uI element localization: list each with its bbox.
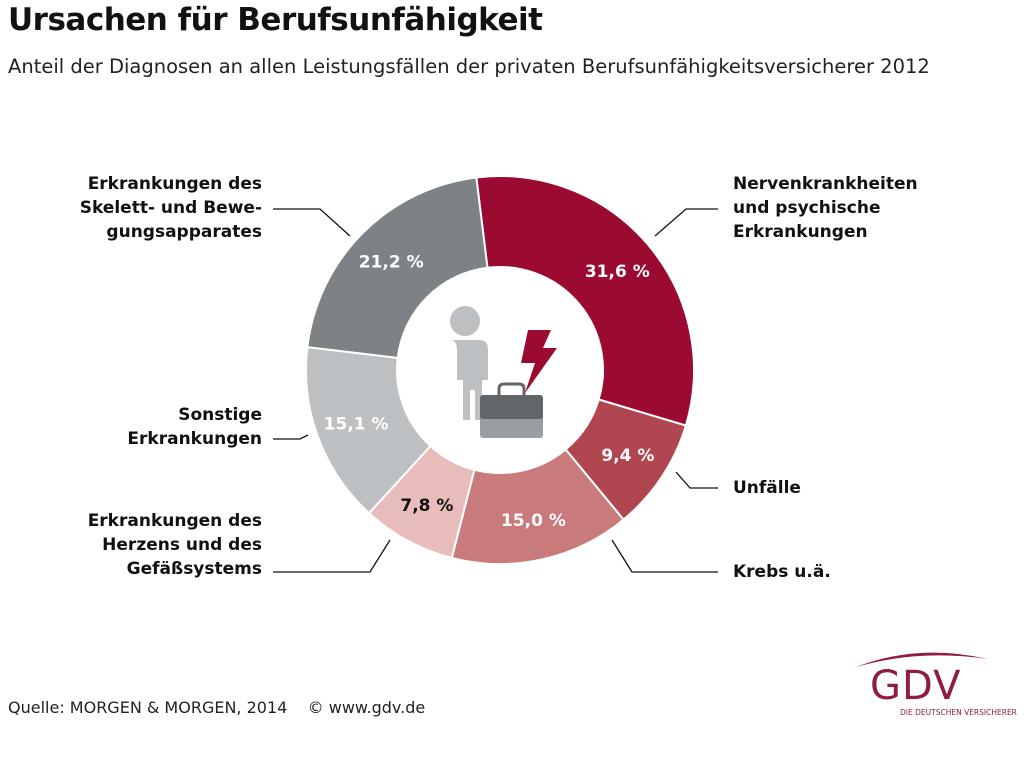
label-nervenkrankheiten: Nervenkrankheiten und psychische Erkrankun…	[733, 174, 918, 242]
label-unfaelle: Unfälle	[733, 478, 801, 498]
source-note: Quelle: MORGEN & MORGEN, 2014 © www.gdv.…	[8, 698, 426, 717]
donut-slice	[475, 175, 695, 427]
slice-value-label: 15,0 %	[501, 511, 566, 531]
slice-value-label: 7,8 %	[400, 496, 453, 516]
label-sonstige: Sonstige Erkrankungen	[127, 405, 262, 449]
label-herz: Erkrankungen des Herzens und des Gefäßsyst…	[87, 511, 262, 579]
slice-value-label: 21,2 %	[359, 253, 424, 273]
leader-lines	[273, 208, 718, 573]
gdv-logo[interactable]: GDV DIE DEUTSCHEN VERSICHERER	[848, 645, 1018, 720]
donut-slice	[306, 176, 489, 359]
slice-value-label: 15,1 %	[324, 414, 389, 434]
subtitle: Anteil der Diagnosen an allen Leistungsf…	[8, 55, 930, 78]
person-briefcase-lightning-icon	[450, 306, 557, 438]
slice-value-label: 31,6 %	[585, 262, 650, 282]
label-krebs: Krebs u.ä.	[733, 562, 831, 582]
slice-value-label: 9,4 %	[601, 446, 654, 466]
page-title: Ursachen für Berufsunfähigkeit	[8, 2, 543, 38]
label-skelett: Erkrankungen des Skelett- und Bewe-gungsa…	[79, 174, 262, 242]
